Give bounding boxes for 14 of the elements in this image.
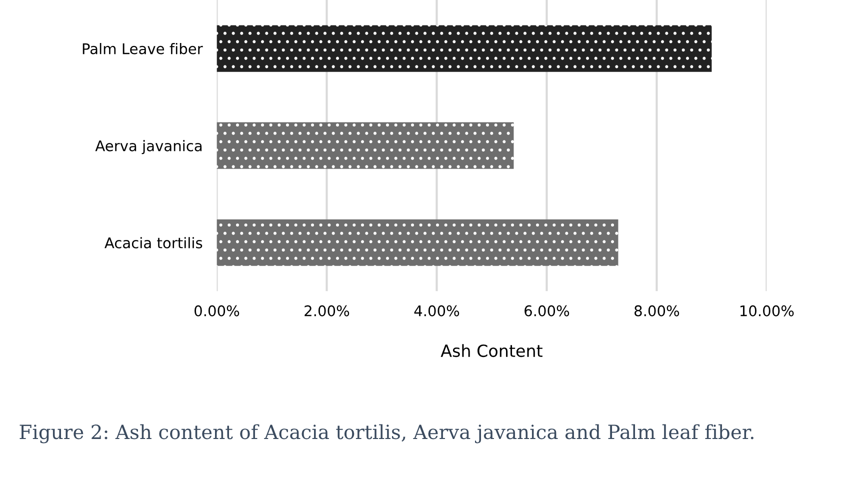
y-tick-label: Palm Leave fiber [82,42,203,54]
x-tick-label: 6.00% [524,305,570,316]
x-axis-title: Ash Content [440,344,542,358]
y-tick-label: Aerva javanica [95,140,202,154]
x-tick-label: 8.00% [634,305,680,316]
x-tick-label: 0.00% [194,305,240,316]
bar [216,25,712,72]
x-tick-label: 2.00% [304,305,350,316]
bar [216,219,618,266]
x-tick-label: 4.00% [414,305,460,316]
y-tick-label: Acacia tortilis [104,237,202,248]
caption: Figure 2: Ash content of Acacia tortilis, Aerva javanica and Palm leaf fiber. [20,424,754,444]
bar [216,122,514,169]
x-tick-label: 10.00% [740,305,794,316]
